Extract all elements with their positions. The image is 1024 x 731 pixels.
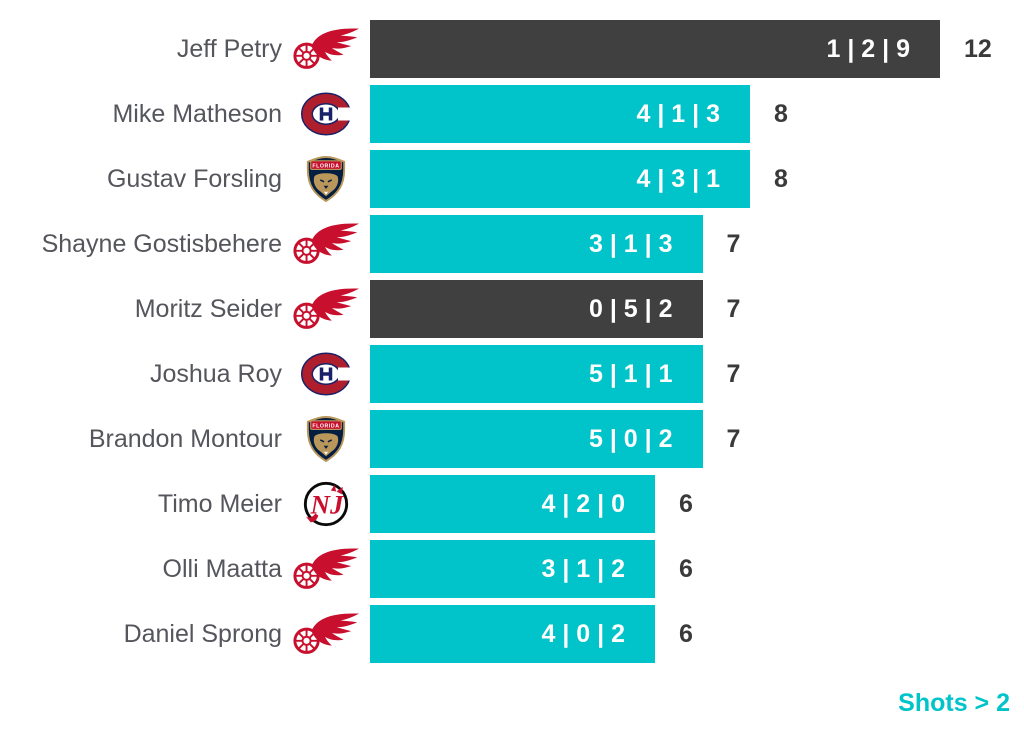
player-row: Timo Meier NJ 4 | 2 | 0 6 <box>0 475 992 533</box>
period-shots-label: 4 | 0 | 2 <box>541 619 625 648</box>
total-shots-value: 6 <box>679 554 693 583</box>
player-row: Joshua Roy 5 | 1 | 1 7 <box>0 345 992 403</box>
shots-bar: 4 | 2 | 0 <box>370 475 655 533</box>
shots-bar: 4 | 1 | 3 <box>370 85 750 143</box>
player-row: Jeff Petry 1 | 2 | 9 12 <box>0 20 992 78</box>
bar-area: 4 | 2 | 0 6 <box>370 475 693 533</box>
bar-area: 3 | 1 | 2 6 <box>370 540 693 598</box>
shots-bar: 0 | 5 | 2 <box>370 280 703 338</box>
player-row: Moritz Seider 0 | 5 | 2 7 <box>0 280 992 338</box>
detroit-red-wings-logo-icon <box>293 548 360 589</box>
player-name-label: Moritz Seider <box>134 294 282 323</box>
team-logo-icon <box>282 26 370 72</box>
team-logo-icon <box>282 352 370 396</box>
period-shots-label: 1 | 2 | 9 <box>826 34 910 63</box>
team-logo-icon: FLORIDA <box>282 155 370 203</box>
total-shots-value: 12 <box>964 34 992 63</box>
detroit-red-wings-logo-icon <box>293 28 360 69</box>
period-shots-label: 5 | 0 | 2 <box>589 424 673 453</box>
svg-text:FLORIDA: FLORIDA <box>312 163 339 169</box>
bar-area: 5 | 1 | 1 7 <box>370 345 740 403</box>
period-shots-label: 5 | 1 | 1 <box>589 359 673 388</box>
montreal-canadiens-logo-icon <box>301 92 352 136</box>
shots-bar: 1 | 2 | 9 <box>370 20 940 78</box>
team-logo-icon <box>282 221 370 267</box>
player-row: Mike Matheson 4 | 1 | 3 8 <box>0 85 992 143</box>
montreal-canadiens-logo-icon <box>301 352 352 396</box>
shots-bar: 4 | 0 | 2 <box>370 605 655 663</box>
player-name-label: Shayne Gostisbehere <box>41 229 282 258</box>
player-name-label: Olli Maatta <box>162 554 282 583</box>
detroit-red-wings-logo-icon <box>293 288 360 329</box>
detroit-red-wings-logo-icon <box>293 223 360 264</box>
team-logo-icon: FLORIDA <box>282 415 370 463</box>
player-row: Brandon Montour FLORIDA 5 | 0 | 2 7 <box>0 410 992 468</box>
detroit-red-wings-logo-icon <box>293 613 360 654</box>
player-row: Olli Maatta 3 | 1 | 2 6 <box>0 540 992 598</box>
shots-bar: 5 | 1 | 1 <box>370 345 703 403</box>
shots-bar: 3 | 1 | 3 <box>370 215 703 273</box>
team-logo-icon <box>282 92 370 136</box>
chart-caption: Shots > 2 <box>898 689 1010 717</box>
total-shots-value: 8 <box>774 99 788 128</box>
total-shots-value: 7 <box>726 294 741 323</box>
team-logo-icon <box>282 611 370 657</box>
total-shots-value: 7 <box>726 229 741 258</box>
shots-bar: 4 | 3 | 1 <box>370 150 750 208</box>
player-row: Daniel Sprong 4 | 0 | 2 6 <box>0 605 992 663</box>
total-shots-value: 8 <box>774 164 788 193</box>
shots-bar: 3 | 1 | 2 <box>370 540 655 598</box>
player-name-label: Daniel Sprong <box>123 619 282 648</box>
total-shots-value: 6 <box>679 619 693 648</box>
total-shots-value: 7 <box>726 424 741 453</box>
player-name-label: Jeff Petry <box>176 34 282 63</box>
period-shots-label: 3 | 1 | 3 <box>589 229 673 258</box>
total-shots-value: 6 <box>679 489 693 518</box>
total-shots-value: 7 <box>726 359 741 388</box>
bar-area: 5 | 0 | 2 7 <box>370 410 740 468</box>
svg-text:FLORIDA: FLORIDA <box>312 423 339 429</box>
player-name-label: Mike Matheson <box>112 99 282 128</box>
new-jersey-devils-logo-icon: NJ <box>303 481 349 527</box>
player-row: Gustav Forsling FLORIDA 4 | 3 | 1 8 <box>0 150 992 208</box>
period-shots-label: 3 | 1 | 2 <box>541 554 625 583</box>
player-name-label: Joshua Roy <box>149 359 282 388</box>
player-row: Shayne Gostisbehere 3 | 1 | 3 7 <box>0 215 992 273</box>
florida-panthers-logo-icon: FLORIDA <box>306 416 346 463</box>
period-shots-label: 4 | 1 | 3 <box>636 99 720 128</box>
player-name-label: Gustav Forsling <box>106 164 282 193</box>
florida-panthers-logo-icon: FLORIDA <box>306 156 346 203</box>
period-shots-label: 4 | 3 | 1 <box>636 164 720 193</box>
period-shots-label: 0 | 5 | 2 <box>589 294 673 323</box>
period-shots-label: 4 | 2 | 0 <box>541 489 625 518</box>
bar-area: 0 | 5 | 2 7 <box>370 280 740 338</box>
team-logo-icon <box>282 286 370 332</box>
player-name-label: Brandon Montour <box>88 424 282 453</box>
bar-area: 4 | 1 | 3 8 <box>370 85 788 143</box>
player-name-label: Timo Meier <box>157 489 282 518</box>
bar-area: 1 | 2 | 9 12 <box>370 20 992 78</box>
shots-bar: 5 | 0 | 2 <box>370 410 703 468</box>
bar-area: 3 | 1 | 3 7 <box>370 215 740 273</box>
team-logo-icon: NJ <box>282 479 370 529</box>
team-logo-icon <box>282 546 370 592</box>
player-rows: Jeff Petry 1 | 2 | 9 12 Mike Matheson 4 … <box>0 20 992 670</box>
bar-area: 4 | 0 | 2 6 <box>370 605 693 663</box>
bar-area: 4 | 3 | 1 8 <box>370 150 788 208</box>
